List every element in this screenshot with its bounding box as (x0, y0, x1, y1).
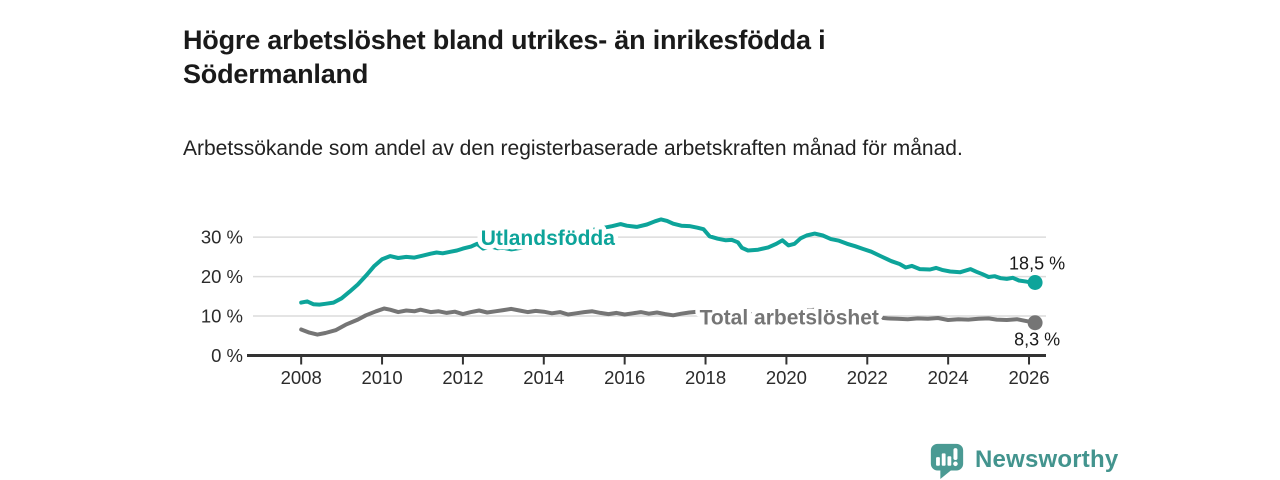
newsworthy-logo-text: Newsworthy (975, 446, 1119, 473)
chart-subtitle: Arbetssökande som andel av den registerb… (183, 137, 963, 160)
x-axis-tick-label: 2018 (685, 367, 726, 388)
x-axis-tick-label: 2026 (1008, 367, 1049, 388)
series-line-total (299, 306, 1038, 337)
series-end-dot (1027, 275, 1043, 290)
x-axis-tick-label: 2014 (523, 367, 564, 388)
series-name-label: Total arbetslöshet (700, 307, 879, 330)
y-axis-tick-label: 30 % (201, 227, 243, 248)
y-axis-tick-label: 10 % (201, 306, 243, 327)
series-name-label: Utlandsfödda (481, 227, 615, 250)
x-axis-tick-label: 2022 (847, 367, 888, 388)
page-title: Högre arbetslöshet bland utrikes- än inr… (183, 25, 826, 89)
x-axis-tick-label: 2020 (766, 367, 807, 388)
series-end-value-label: 8,3 % (1014, 330, 1060, 350)
bar-chart-speech-bubble-icon (930, 443, 964, 479)
x-axis-tick-label: 2012 (442, 367, 483, 388)
newsworthy-logo[interactable]: Newsworthy (928, 441, 1118, 479)
x-axis-tick-label: 2010 (361, 367, 402, 388)
y-axis-tick-label: 20 % (201, 266, 243, 287)
x-axis-tick-label: 2016 (604, 367, 645, 388)
series-end-dot (1027, 315, 1043, 331)
series-line-utlandsfodda (299, 217, 1038, 307)
x-axis-tick-label: 2008 (281, 367, 322, 388)
x-axis-tick-label: 2024 (928, 367, 969, 388)
series-end-value-label: 18,5 % (1009, 254, 1065, 274)
y-axis-tick-label: 0 % (211, 345, 243, 366)
